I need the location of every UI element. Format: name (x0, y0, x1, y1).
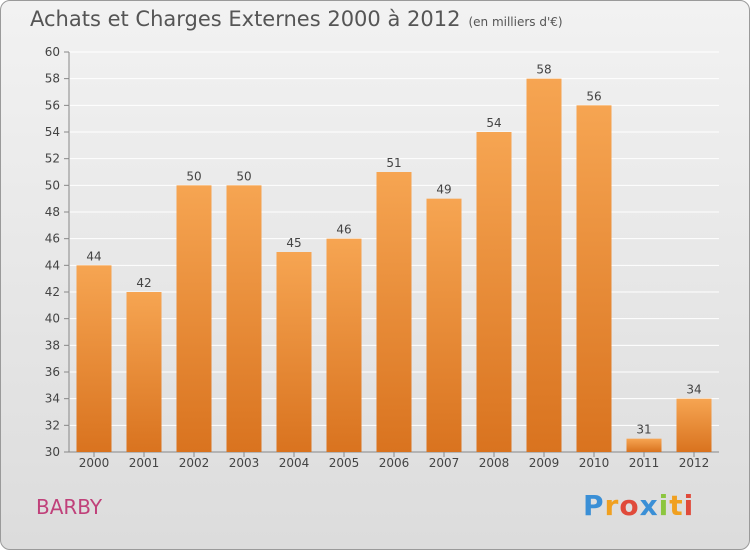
y-tick-label: 54 (45, 125, 60, 139)
x-tick-label: 2009 (529, 456, 560, 470)
y-tick-label: 52 (45, 152, 60, 166)
data-label: 34 (686, 383, 701, 397)
y-tick-label: 44 (45, 258, 60, 272)
data-label: 50 (236, 169, 251, 183)
bar (526, 78, 562, 453)
logo-letter: i (683, 489, 695, 522)
bar (676, 398, 712, 452)
bar (76, 265, 112, 452)
bar (626, 438, 662, 452)
bar (376, 172, 412, 452)
x-tick-label: 2002 (179, 456, 210, 470)
x-tick-label: 2006 (379, 456, 410, 470)
y-tick-label: 50 (45, 178, 60, 192)
y-tick-label: 40 (45, 312, 60, 326)
data-label: 58 (536, 63, 551, 77)
logo-letter: r (604, 489, 620, 522)
y-tick-label: 30 (45, 445, 60, 459)
bar (276, 252, 312, 452)
y-tick-label: 38 (45, 338, 60, 352)
x-tick-label: 2011 (629, 456, 660, 470)
y-tick-label: 46 (45, 232, 60, 246)
chart-unit: (en milliers d'€) (468, 15, 563, 29)
data-label: 45 (286, 236, 301, 250)
y-tick-label: 58 (45, 72, 60, 86)
bar (476, 132, 512, 452)
y-tick-label: 42 (45, 285, 60, 299)
bar (126, 292, 162, 452)
logo-letter: t (669, 489, 684, 522)
x-tick-label: 2008 (479, 456, 510, 470)
data-label: 56 (586, 89, 601, 103)
bar (176, 185, 212, 453)
data-label: 46 (336, 223, 351, 237)
x-tick-label: 2010 (579, 456, 610, 470)
labels: 30 32 34 36 38 40 42 44 46 48 50 52 54 56 58 60 2000 44 20… (45, 45, 710, 470)
logo-letter: o (619, 489, 640, 522)
chart-title-text: Achats et Charges Externes 2000 à 2012 (30, 7, 461, 31)
x-tick-label: 2001 (129, 456, 160, 470)
y-tick-label: 36 (45, 365, 60, 379)
x-tick-label: 2007 (429, 456, 460, 470)
data-label: 42 (136, 276, 151, 290)
x-tick-label: 2004 (279, 456, 310, 470)
data-label: 54 (486, 116, 501, 130)
chart-title: Achats et Charges Externes 2000 à 2012 (e… (30, 7, 563, 31)
proxiti-logo: Proxiti (583, 489, 694, 522)
bars (76, 78, 712, 453)
y-tick-label: 56 (45, 98, 60, 112)
bar (226, 185, 262, 453)
commune-name: BARBY (36, 495, 103, 519)
y-tick-label: 60 (45, 45, 60, 59)
logo-letter: i (658, 489, 670, 522)
data-label: 49 (436, 183, 451, 197)
bar (426, 198, 462, 452)
data-label: 31 (636, 423, 651, 437)
y-tick-label: 48 (45, 205, 60, 219)
bar (576, 105, 612, 452)
y-tick-label: 34 (45, 392, 60, 406)
data-label: 44 (86, 249, 101, 263)
bar (326, 238, 362, 452)
logo-letter: P (583, 489, 605, 522)
x-tick-label: 2012 (679, 456, 710, 470)
data-label: 50 (186, 169, 201, 183)
logo-letter: x (639, 489, 659, 522)
data-label: 51 (386, 156, 401, 170)
x-tick-label: 2003 (229, 456, 260, 470)
y-tick-label: 32 (45, 418, 60, 432)
x-tick-label: 2005 (329, 456, 360, 470)
x-tick-label: 2000 (79, 456, 110, 470)
